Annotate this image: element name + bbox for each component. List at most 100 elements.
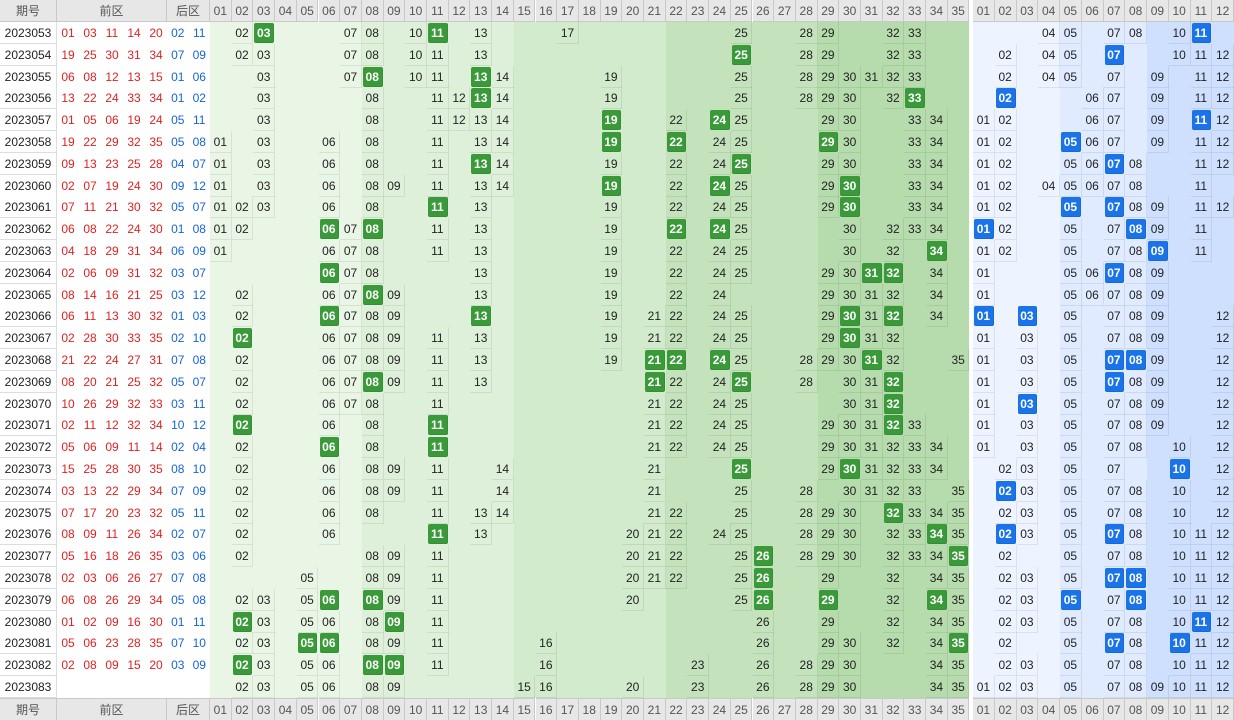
front-omission-cell: 20 bbox=[622, 545, 644, 568]
back-omission-cell: 06 bbox=[1081, 174, 1104, 197]
back-hit-cell: 07 bbox=[1104, 371, 1125, 392]
back-draw-number: 10 bbox=[171, 418, 185, 433]
front-omission-cell: 33 bbox=[904, 131, 927, 153]
front-omission-cell: 06 bbox=[318, 349, 341, 371]
front-omission-cell: 20 bbox=[622, 588, 644, 611]
back-omission-cell: 10 bbox=[1168, 588, 1191, 611]
front-draw-number: 21 bbox=[105, 374, 119, 389]
front-draw-number: 34 bbox=[149, 244, 163, 258]
front-draw-number: 02 bbox=[61, 178, 75, 193]
back-omission-cell: 01 bbox=[973, 414, 995, 437]
front-omission-cell: 03 bbox=[253, 174, 276, 197]
front-col-20: 20 bbox=[622, 0, 644, 22]
front-omission-cell: 29 bbox=[817, 610, 840, 633]
front-omission-cell: 21 bbox=[644, 305, 666, 328]
back-omission-cell: 07 bbox=[1103, 218, 1126, 241]
front-omission-cell: 22 bbox=[665, 523, 688, 546]
front-omission-cell: 13 bbox=[470, 240, 493, 262]
front-omission-cell: 30 bbox=[839, 479, 861, 502]
front-omission-cell: 32 bbox=[882, 567, 905, 589]
front-omission-cell: 08 bbox=[361, 22, 384, 44]
back-draw-number: 11 bbox=[193, 396, 206, 411]
front-draw-number: 04 bbox=[61, 244, 75, 258]
front-draw-number: 05 bbox=[61, 636, 75, 651]
front-omission-cell: 25 bbox=[730, 501, 753, 524]
front-hit-cell: 25 bbox=[731, 371, 752, 392]
back-omission-cell: 02 bbox=[994, 501, 1017, 524]
back-hit-cell: 03 bbox=[1017, 393, 1038, 414]
back-omission-cell: 12 bbox=[1212, 370, 1234, 393]
back-omission-cell: 02 bbox=[994, 174, 1017, 197]
back-draw-number: 08 bbox=[192, 135, 206, 149]
front-footer-col-22: 22 bbox=[665, 698, 688, 720]
front-omission-cell: 28 bbox=[795, 676, 818, 698]
front-draw-number: 26 bbox=[83, 396, 97, 411]
front-omission-cell: 11 bbox=[427, 327, 449, 350]
front-omission-cell: 30 bbox=[839, 523, 861, 546]
front-col-23: 23 bbox=[687, 0, 710, 22]
front-omission-cell: 22 bbox=[665, 261, 688, 284]
front-footer-col-35: 35 bbox=[947, 698, 970, 720]
front-omission-cell: 13 bbox=[470, 370, 493, 393]
front-omission-cell: 26 bbox=[752, 654, 775, 677]
front-omission-cell: 14 bbox=[492, 152, 514, 175]
front-hit-cell: 02 bbox=[232, 328, 253, 349]
back-hit-cell: 07 bbox=[1104, 350, 1125, 370]
front-footer-col-11: 11 bbox=[427, 698, 449, 720]
front-col-27: 27 bbox=[774, 0, 796, 22]
back-omission-cell: 07 bbox=[1103, 65, 1126, 88]
front-draw-number: 28 bbox=[105, 462, 119, 476]
front-draw-number: 32 bbox=[149, 309, 163, 324]
front-omission-cell: 22 bbox=[665, 567, 688, 589]
issue-cell: 2023064 bbox=[0, 261, 57, 284]
front-footer-col-32: 32 bbox=[882, 698, 905, 720]
front-omission-cell: 30 bbox=[839, 218, 861, 241]
back-omission-cell: 12 bbox=[1212, 610, 1234, 633]
front-omission-cell: 22 bbox=[665, 152, 688, 175]
front-draw-number: 30 bbox=[105, 331, 119, 346]
back-omission-cell: 07 bbox=[1103, 501, 1126, 524]
front-omission-cell: 28 bbox=[795, 43, 818, 66]
front-omission-cell: 30 bbox=[839, 676, 861, 698]
front-omission-cell: 33 bbox=[904, 109, 927, 132]
back-draw-number: 01 bbox=[171, 309, 185, 324]
back-draw-number: 03 bbox=[171, 396, 185, 411]
front-omission-cell: 34 bbox=[926, 676, 948, 698]
front-omission-cell: 08 bbox=[361, 501, 384, 524]
back-omission-cell: 08 bbox=[1125, 501, 1147, 524]
front-omission-cell: 25 bbox=[730, 523, 753, 546]
back-omission-cell: 08 bbox=[1125, 196, 1147, 219]
back-omission-cell: 01 bbox=[973, 261, 995, 284]
back-omission-cell: 09 bbox=[1147, 65, 1169, 88]
front-omission-cell: 28 bbox=[795, 501, 818, 524]
back-omission-cell: 05 bbox=[1060, 414, 1082, 437]
back-draw-number: 04 bbox=[192, 440, 206, 455]
back-omission-cell: 08 bbox=[1125, 283, 1147, 306]
front-omission-cell: 32 bbox=[882, 610, 905, 633]
front-omission-cell: 28 bbox=[795, 22, 818, 44]
front-draw-number: 35 bbox=[149, 135, 163, 149]
front-omission-cell: 24 bbox=[709, 370, 731, 393]
front-footer-col-18: 18 bbox=[578, 698, 601, 720]
front-omission-cell: 32 bbox=[882, 588, 905, 611]
front-omission-cell: 22 bbox=[665, 196, 688, 219]
front-footer-col-23: 23 bbox=[687, 698, 710, 720]
front-footer-col-01: 01 bbox=[210, 698, 232, 720]
back-omission-cell: 12 bbox=[1212, 436, 1234, 459]
back-omission-cell: 08 bbox=[1125, 479, 1147, 502]
back-omission-cell: 02 bbox=[994, 588, 1017, 611]
back-omission-cell: 12 bbox=[1212, 109, 1234, 132]
front-draw-number: 08 bbox=[61, 287, 75, 302]
front-omission-cell: 13 bbox=[470, 218, 493, 241]
front-omission-cell: 30 bbox=[839, 414, 861, 437]
front-hit-cell: 22 bbox=[666, 219, 687, 240]
front-omission-cell: 29 bbox=[817, 87, 840, 110]
issue-cell: 2023059 bbox=[0, 152, 57, 175]
back-hit-cell: 07 bbox=[1104, 633, 1125, 654]
back-omission-cell: 11 bbox=[1190, 567, 1213, 589]
front-hit-cell: 32 bbox=[883, 415, 904, 436]
back-omission-cell: 07 bbox=[1103, 131, 1126, 153]
front-zone-band bbox=[665, 22, 818, 698]
front-omission-cell: 03 bbox=[253, 87, 276, 110]
front-omission-cell: 08 bbox=[361, 240, 384, 262]
